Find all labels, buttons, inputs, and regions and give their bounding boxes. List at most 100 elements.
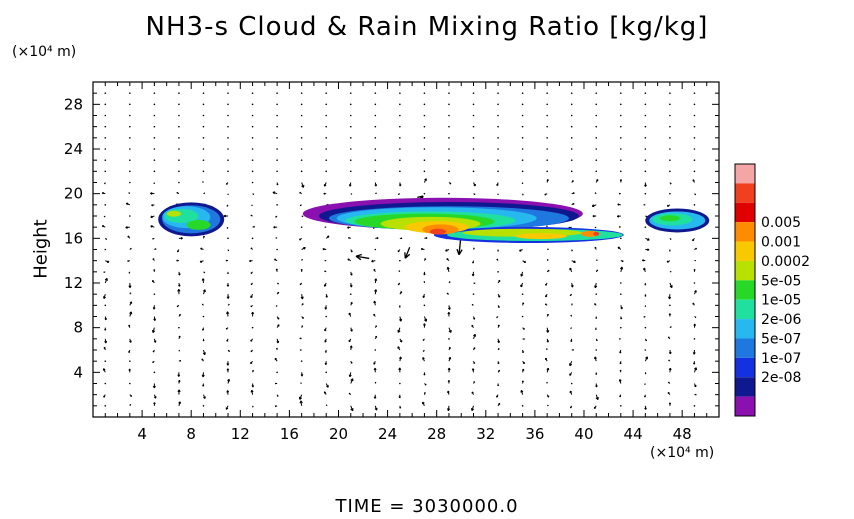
- vector-dot: [300, 125, 303, 128]
- colorbar-swatch: [735, 202, 755, 223]
- vector-dot: [104, 114, 107, 117]
- colorbar-label: 1e-05: [761, 293, 801, 309]
- vector-dot: [472, 170, 475, 173]
- wind-vector-head: [400, 291, 402, 293]
- wind-vector-head: [103, 396, 106, 398]
- vector-dot: [251, 92, 254, 94]
- vector-dot: [178, 326, 180, 329]
- wind-vector-head: [153, 402, 155, 405]
- vector-dot: [104, 204, 107, 206]
- vector-dot: [153, 371, 156, 374]
- cloud-main-core: [429, 228, 446, 235]
- vector-dot: [349, 137, 352, 139]
- vector-dot: [644, 103, 647, 106]
- x-tick-label: 20: [329, 425, 348, 443]
- vector-dot: [276, 248, 278, 251]
- vector-dot: [153, 159, 156, 161]
- vector-dot: [620, 125, 622, 128]
- vector-dot: [423, 159, 426, 161]
- vector-dot: [325, 92, 328, 94]
- colorbar-label: 5e-07: [761, 331, 801, 347]
- wind-vector-head: [594, 285, 598, 289]
- vector-dot: [423, 148, 426, 150]
- vector-dot: [620, 326, 622, 329]
- vector-dot: [349, 293, 352, 295]
- wind-vector-head: [299, 192, 301, 194]
- vector-dot: [423, 170, 426, 173]
- wind-vector-head: [373, 362, 376, 365]
- vector-dot: [153, 148, 156, 150]
- wind-vector-head: [449, 182, 452, 185]
- x-tick-label: 24: [378, 425, 397, 443]
- vector-dot: [178, 114, 180, 117]
- vector-dot: [521, 103, 524, 106]
- wind-vector-head: [178, 335, 181, 338]
- wind-vector-head: [424, 273, 426, 276]
- wind-vector-head: [399, 306, 401, 308]
- wind-vector-head: [397, 250, 400, 253]
- vector-dot: [276, 137, 278, 139]
- colorbar-swatch: [735, 164, 755, 184]
- vector-dot: [570, 159, 573, 161]
- wind-vector-head: [545, 284, 548, 286]
- vector-dot: [399, 114, 401, 117]
- colorbar-swatch: [735, 260, 755, 281]
- vector-dot: [595, 170, 598, 173]
- wind-vector-head: [694, 290, 697, 293]
- vector-dot: [300, 159, 303, 161]
- wind-vector-head: [498, 369, 500, 372]
- vector-dot: [251, 181, 254, 184]
- wind-vector-head: [693, 268, 696, 271]
- vector-dot: [570, 170, 573, 173]
- y-tick-label: 12: [64, 274, 83, 292]
- wind-vector-head: [355, 253, 362, 257]
- vector-dot: [227, 148, 229, 150]
- vector-dot: [349, 159, 352, 161]
- vector-dot: [595, 293, 598, 295]
- wind-vector-head: [497, 384, 500, 387]
- vector-dot: [620, 170, 622, 173]
- vector-dot: [620, 405, 622, 407]
- wind-vector-head: [595, 317, 598, 319]
- vector-dot: [399, 137, 401, 139]
- y-tick-label: 4: [73, 363, 83, 381]
- vector-dot: [521, 114, 524, 117]
- wind-vector-head: [497, 324, 500, 327]
- vector-dot: [570, 382, 573, 385]
- vector-dot: [521, 137, 524, 139]
- vector-dot: [202, 92, 205, 94]
- wind-vector-head: [641, 259, 644, 262]
- cloud-left-layer: [186, 219, 211, 230]
- vector-dot: [276, 170, 278, 173]
- vector-dot: [129, 181, 131, 184]
- wind-vector-head: [325, 307, 328, 310]
- vector-dot: [251, 103, 254, 106]
- wind-vector-head: [417, 195, 424, 199]
- vector-dot: [251, 114, 254, 117]
- wind-vector-head: [322, 248, 325, 251]
- vector-dot: [620, 282, 622, 284]
- vector-dot: [300, 226, 303, 228]
- vector-dot: [399, 170, 401, 173]
- time-label: TIME = 3030000.0: [335, 496, 519, 517]
- wind-vector-head: [129, 301, 132, 304]
- wind-vector-head: [404, 253, 411, 259]
- vector-dot: [472, 103, 475, 106]
- vector-dot: [104, 170, 107, 173]
- wind-vector-head: [200, 248, 202, 250]
- wind-vector-head: [105, 318, 107, 321]
- vector-dot: [472, 114, 475, 117]
- wind-vector-head: [128, 351, 131, 354]
- vector-dot: [497, 103, 499, 106]
- y-tick-label: 16: [64, 229, 83, 247]
- vector-dot: [644, 125, 647, 128]
- vector-dot: [521, 159, 524, 161]
- vector-dot: [448, 125, 450, 128]
- vector-dot: [325, 170, 328, 173]
- wind-vector-head: [645, 184, 647, 187]
- vector-dot: [448, 103, 450, 106]
- vector-dot: [227, 125, 229, 128]
- vector-dot: [521, 293, 524, 295]
- wind-vector-head: [177, 250, 179, 253]
- wind-vector-head: [104, 183, 106, 185]
